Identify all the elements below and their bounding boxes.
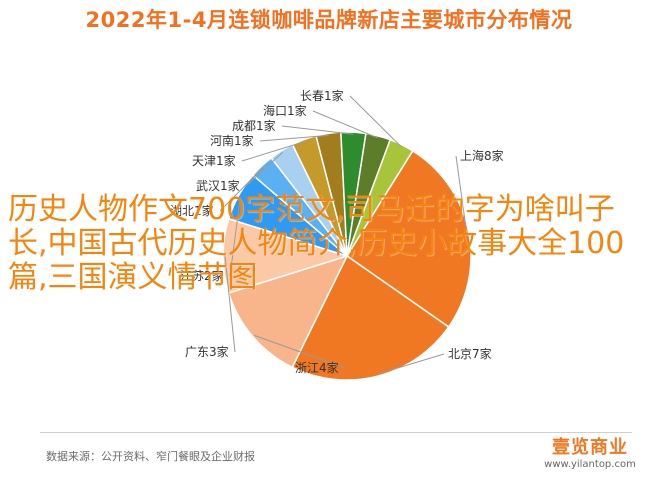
slice-label-2: 浙江4家 [295,360,339,375]
logo-mark: 壹览商业 [552,437,628,458]
slice-label-5: 湖北1家 [170,203,214,218]
leader-line-5 [219,167,264,212]
slice-label-1: 北京7家 [448,346,492,361]
leader-line-8 [259,134,329,142]
leader-line-11 [349,95,402,147]
overlay-watermark-text: 历史人物作文700字范文,司马迁的字为啥叫子长,中国古代历史人物简介,历史小故事… [8,192,625,295]
leader-line-6 [245,152,283,187]
leader-line-1 [377,353,445,375]
pie-slice-11 [346,138,414,257]
source-note: 数据来源：公开资料、窄门餐眼及企业财报 [46,450,255,463]
pie-slice-0 [345,149,472,328]
slice-label-9: 成都1家 [232,118,276,133]
slice-label-7: 天津1家 [192,153,236,168]
slice-label-11: 长春1家 [300,88,344,103]
slice-label-10: 海口1家 [263,103,307,118]
leader-line-3 [224,255,236,353]
slice-label-0: 上海8家 [460,148,504,163]
leader-line-4 [229,196,241,277]
leader-line-0 [455,155,467,232]
pie-slices [222,131,472,381]
chart-title: 2022年1-4月连锁咖啡品牌新店主要城市分布情况 [85,8,573,32]
leader-line-9 [281,125,354,135]
leader-line-7 [241,141,305,162]
slice-label-4: 江苏2家 [180,268,224,283]
slice-label-3: 广东3家 [185,344,229,359]
slice-label-8: 河南1家 [210,133,254,148]
pie-slice-1 [291,254,450,381]
brand-logo: 壹览商业 www.yilantop.com [540,438,640,471]
pie-leader-lines [219,95,467,375]
logo-url: www.yilantop.com [544,459,636,470]
slice-label-6: 武汉1家 [196,178,240,193]
leader-line-2 [254,334,346,369]
footer-divider [40,432,632,433]
leader-line-10 [312,110,378,139]
